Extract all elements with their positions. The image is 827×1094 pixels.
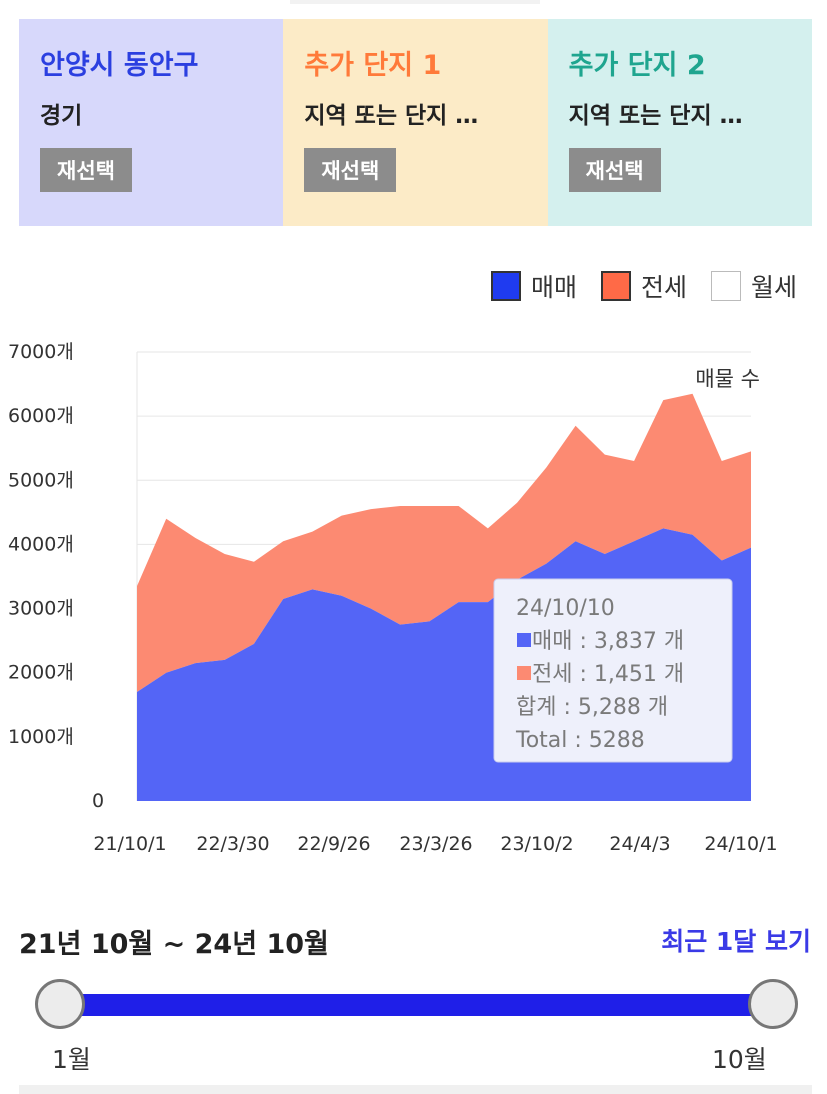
card-subtitle: 지역 또는 단지 …: [304, 103, 479, 129]
legend-swatch-sale: [490, 271, 521, 301]
bottom-divider: [19, 1085, 812, 1094]
legend-item-sale[interactable]: 매매: [490, 268, 577, 304]
y-tick-label: 4000개: [8, 533, 74, 555]
x-tick-label: 22/9/26: [297, 833, 370, 855]
legend-label: 전세: [640, 273, 687, 302]
y-tick-label: 3000개: [8, 598, 74, 620]
series-area-jeonse: [137, 393, 751, 692]
card-subtitle: 경기: [40, 103, 83, 129]
card-subtitle: 지역 또는 단지 …: [568, 103, 743, 129]
tooltip-jeonse: 전세 : 1,451 개: [532, 662, 684, 687]
tooltip-swatch: [517, 633, 531, 647]
tooltip-total-kr: 합계 : 5,288 개: [516, 695, 668, 720]
x-tick-label: 23/3/26: [399, 833, 472, 855]
legend-label: 월세: [750, 273, 797, 302]
top-divider: [290, 0, 540, 4]
range-slider-end-handle[interactable]: [748, 979, 798, 1029]
recent-month-link[interactable]: 최근 1달 보기: [661, 927, 811, 956]
chart-annotation: 매물 수: [695, 367, 760, 391]
chart-legend: 매매 전세 월세: [467, 268, 797, 304]
legend-item-monthly-rent[interactable]: 월세: [710, 268, 797, 304]
x-tick-label: 24/10/1: [704, 833, 777, 855]
listing-count-chart[interactable]: 0 1000개 2000개 3000개 4000개 5000개 6000개 7000개 21/1…: [0, 330, 827, 870]
legend-label: 매매: [530, 273, 577, 302]
tooltip-sale: 매매 : 3,837 개: [532, 629, 684, 654]
y-tick-label: 6000개: [8, 405, 74, 427]
legend-swatch-monthly-rent: [710, 271, 741, 301]
y-tick-label: 0: [92, 790, 104, 812]
x-tick-label: 24/4/3: [609, 833, 670, 855]
range-end-label: 10월: [712, 1045, 767, 1074]
y-tick-label: 7000개: [8, 341, 74, 363]
tooltip-total-en: Total : 5288: [515, 728, 645, 753]
region-card-extra-1[interactable]: 추가 단지 1 지역 또는 단지 … 재선택: [283, 19, 548, 226]
legend-swatch-jeonse: [600, 271, 631, 301]
range-slider-start-handle[interactable]: [35, 979, 85, 1029]
tooltip-date: 24/10/10: [516, 596, 615, 621]
region-card-main[interactable]: 안양시 동안구 경기 재선택: [19, 19, 284, 226]
reselect-button[interactable]: 재선택: [40, 148, 132, 192]
card-title: 추가 단지 2: [568, 50, 706, 81]
tooltip-swatch: [517, 666, 531, 680]
region-cards: 안양시 동안구 경기 재선택 추가 단지 1 지역 또는 단지 … 재선택 추가…: [19, 19, 812, 226]
y-tick-label: 1000개: [8, 726, 74, 748]
date-range-label: 21년 10월 ~ 24년 10월: [19, 929, 329, 960]
range-slider-track[interactable]: [60, 994, 773, 1016]
region-card-extra-2[interactable]: 추가 단지 2 지역 또는 단지 … 재선택: [547, 19, 812, 226]
reselect-button[interactable]: 재선택: [568, 148, 661, 192]
x-tick-label: 23/10/2: [500, 833, 573, 855]
tooltip-box: [493, 578, 733, 763]
x-tick-label: 21/10/1: [93, 833, 166, 855]
card-title: 안양시 동안구: [40, 50, 199, 81]
legend-item-jeonse[interactable]: 전세: [600, 268, 687, 304]
x-tick-label: 22/3/30: [196, 833, 269, 855]
chart-tooltip: 24/10/10 매매 : 3,837 개전세 : 1,451 개합계 : 5,2…: [493, 578, 733, 763]
range-start-label: 1월: [52, 1045, 91, 1074]
y-tick-label: 2000개: [8, 662, 74, 684]
y-tick-label: 5000개: [8, 469, 74, 491]
reselect-button[interactable]: 재선택: [304, 148, 397, 192]
card-title: 추가 단지 1: [304, 50, 442, 81]
